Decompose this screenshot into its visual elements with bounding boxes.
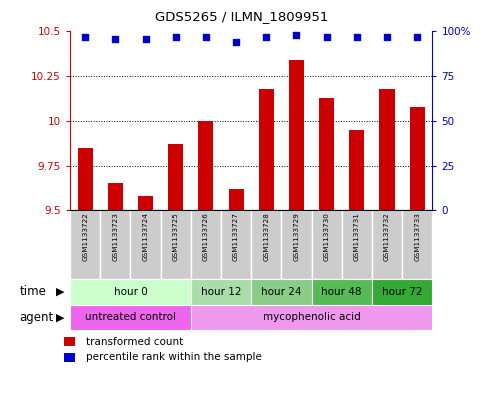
- Text: ▶: ▶: [56, 312, 65, 322]
- Bar: [372, 279, 432, 305]
- Bar: [380, 89, 395, 210]
- Bar: [191, 305, 432, 330]
- Text: time: time: [19, 285, 46, 298]
- Point: [142, 35, 149, 42]
- Bar: [402, 210, 432, 279]
- Point: [112, 35, 119, 42]
- Bar: [70, 305, 191, 330]
- Point: [262, 34, 270, 40]
- Point: [172, 34, 180, 40]
- Bar: [342, 210, 372, 279]
- Text: GSM1133722: GSM1133722: [82, 212, 88, 261]
- Bar: [312, 279, 372, 305]
- Point: [232, 39, 240, 45]
- Bar: [372, 210, 402, 279]
- Bar: [281, 210, 312, 279]
- Bar: [312, 210, 342, 279]
- Text: GSM1133732: GSM1133732: [384, 212, 390, 261]
- Bar: [251, 279, 312, 305]
- Bar: [100, 210, 130, 279]
- Text: mycophenolic acid: mycophenolic acid: [263, 312, 360, 322]
- Text: hour 72: hour 72: [382, 287, 422, 297]
- Text: GSM1133726: GSM1133726: [203, 212, 209, 261]
- Bar: [289, 60, 304, 210]
- Bar: [160, 210, 191, 279]
- Bar: [64, 353, 75, 362]
- Bar: [251, 210, 281, 279]
- Point: [323, 34, 330, 40]
- Point: [413, 34, 421, 40]
- Point: [293, 32, 300, 38]
- Text: ▶: ▶: [56, 287, 65, 297]
- Bar: [410, 107, 425, 210]
- Bar: [199, 121, 213, 210]
- Bar: [319, 97, 334, 210]
- Bar: [191, 279, 251, 305]
- Text: GSM1133733: GSM1133733: [414, 212, 420, 261]
- Bar: [70, 210, 100, 279]
- Bar: [108, 184, 123, 210]
- Bar: [64, 337, 75, 346]
- Point: [202, 34, 210, 40]
- Bar: [349, 130, 364, 210]
- Text: agent: agent: [19, 311, 54, 324]
- Bar: [78, 148, 93, 210]
- Text: hour 48: hour 48: [322, 287, 362, 297]
- Text: GSM1133728: GSM1133728: [263, 212, 269, 261]
- Point: [353, 34, 361, 40]
- Point: [383, 34, 391, 40]
- Bar: [259, 89, 274, 210]
- Text: GSM1133727: GSM1133727: [233, 212, 239, 261]
- Text: GSM1133729: GSM1133729: [294, 212, 299, 261]
- Point: [81, 34, 89, 40]
- Text: GSM1133725: GSM1133725: [173, 212, 179, 261]
- Bar: [221, 210, 251, 279]
- Text: untreated control: untreated control: [85, 312, 176, 322]
- Bar: [130, 210, 160, 279]
- Text: transformed count: transformed count: [86, 336, 184, 347]
- Text: hour 0: hour 0: [114, 287, 147, 297]
- Bar: [168, 144, 183, 210]
- Text: hour 12: hour 12: [201, 287, 241, 297]
- Text: percentile rank within the sample: percentile rank within the sample: [86, 352, 262, 362]
- Text: GDS5265 / ILMN_1809951: GDS5265 / ILMN_1809951: [155, 10, 328, 23]
- Text: GSM1133730: GSM1133730: [324, 212, 329, 261]
- Bar: [191, 210, 221, 279]
- Text: GSM1133731: GSM1133731: [354, 212, 360, 261]
- Bar: [138, 196, 153, 210]
- Text: GSM1133724: GSM1133724: [142, 212, 148, 261]
- Text: GSM1133723: GSM1133723: [113, 212, 118, 261]
- Bar: [228, 189, 243, 210]
- Bar: [70, 279, 191, 305]
- Text: hour 24: hour 24: [261, 287, 301, 297]
